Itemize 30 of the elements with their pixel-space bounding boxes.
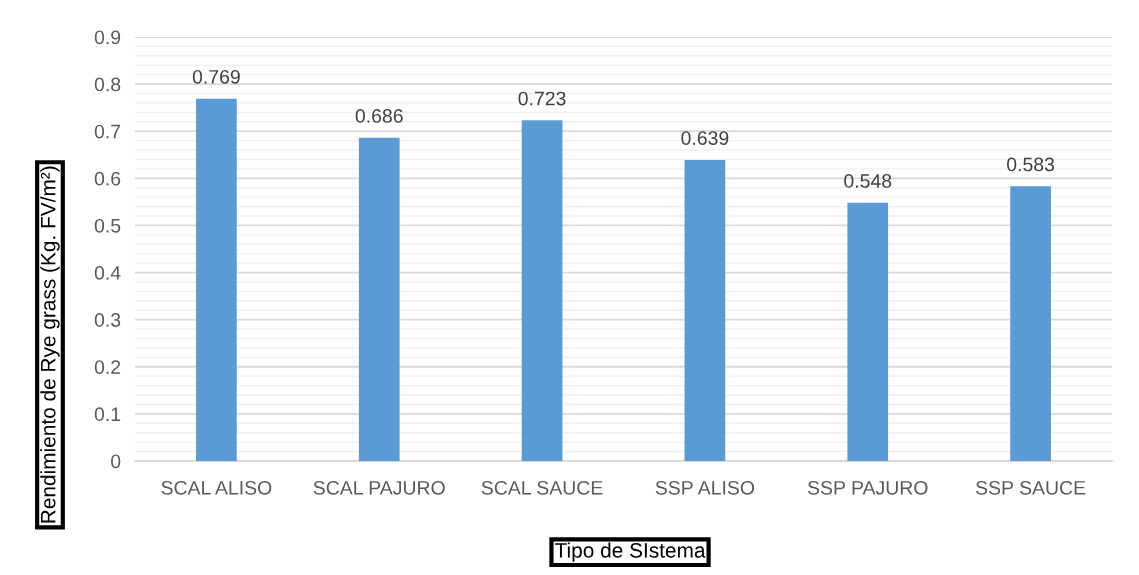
y-tick-label: 0.3 bbox=[94, 313, 121, 327]
x-tick-label: SSP PAJURO bbox=[807, 480, 928, 495]
x-axis-title: Tipo de SIstema bbox=[555, 542, 706, 562]
y-tick-label: 0.2 bbox=[94, 360, 121, 374]
y-tick-label: 0.6 bbox=[94, 171, 121, 186]
bar bbox=[358, 137, 400, 461]
data-label: 0.548 bbox=[844, 174, 892, 188]
data-label: 0.686 bbox=[355, 109, 403, 123]
y-tick-label: 0.1 bbox=[94, 407, 121, 422]
y-tick-label: 0.4 bbox=[94, 266, 121, 280]
x-tick-label: SSP ALISO bbox=[655, 480, 755, 495]
x-tick-label: SSP SAUCE bbox=[975, 480, 1086, 495]
data-label: 0.769 bbox=[192, 69, 240, 84]
x-tick-label: SCAL SAUCE bbox=[481, 480, 603, 495]
data-label: 0.723 bbox=[518, 91, 566, 106]
y-tick-label: 0.5 bbox=[94, 218, 121, 233]
data-label: 0.639 bbox=[681, 131, 729, 145]
bar bbox=[684, 159, 726, 461]
y-tick-label: 0.7 bbox=[94, 124, 121, 139]
y-axis-title: Rendimiento de Rye grass (Kg. FV/m²) bbox=[40, 166, 60, 523]
x-tick-label: SCAL ALISO bbox=[161, 480, 272, 495]
bar bbox=[521, 120, 563, 461]
x-tick-label: SCAL PAJURO bbox=[313, 480, 445, 495]
y-tick-label: 0.9 bbox=[94, 30, 121, 45]
bar bbox=[1010, 186, 1051, 461]
y-tick-label: 0.8 bbox=[94, 77, 121, 92]
data-label: 0.583 bbox=[1007, 157, 1055, 172]
bar bbox=[847, 202, 889, 461]
bar bbox=[196, 98, 237, 461]
y-tick-label: 0 bbox=[111, 454, 121, 469]
